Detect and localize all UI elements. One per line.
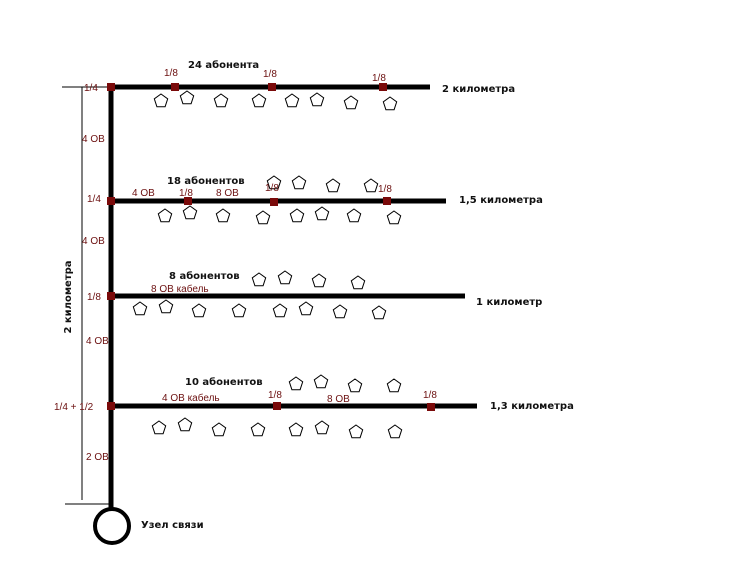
- square-splitter-icon: [427, 403, 435, 411]
- segment-label: 8 ОВ: [327, 394, 350, 405]
- splitter-label: 1/4 + 1/2: [54, 402, 94, 413]
- pentagon-house-icon: [157, 208, 173, 223]
- pentagon-house-icon: [371, 305, 387, 320]
- trunk-segment-label: 4 ОВ: [82, 134, 105, 145]
- pentagon-house-icon: [151, 420, 167, 435]
- pentagon-house-icon: [215, 208, 231, 223]
- segment-label: 8 ОВ: [216, 188, 239, 199]
- splitter-label: 1/8: [263, 69, 277, 80]
- pentagon-house-icon: [363, 178, 379, 193]
- pentagon-house-icon: [277, 270, 293, 285]
- splitter-label: 1/8: [378, 184, 392, 195]
- pentagon-house-icon: [314, 420, 330, 435]
- pentagon-house-icon: [386, 210, 402, 225]
- pentagon-house-icon: [346, 208, 362, 223]
- pentagon-house-icon: [386, 378, 402, 393]
- splitter-label: 1/4: [87, 194, 101, 205]
- pentagon-house-icon: [182, 205, 198, 220]
- pentagon-house-icon: [288, 376, 304, 391]
- pentagon-house-icon: [132, 301, 148, 316]
- splitter-label: 1/8: [268, 390, 282, 401]
- pentagon-house-icon: [266, 175, 282, 190]
- pentagon-house-icon: [387, 424, 403, 439]
- pentagon-house-icon: [153, 93, 169, 108]
- branch-length: 2 километра: [442, 84, 515, 95]
- trunk-segment-label: 4 ОВ: [82, 236, 105, 247]
- pentagon-house-icon: [311, 273, 327, 288]
- pentagon-house-icon: [332, 304, 348, 319]
- branch-length: 1,5 километра: [459, 195, 543, 206]
- pentagon-house-icon: [231, 303, 247, 318]
- trunk-length-label: 2 километра: [63, 260, 74, 333]
- splitter-label: 1/4: [84, 83, 98, 94]
- circle-node-icon: [93, 507, 131, 545]
- square-splitter-icon: [268, 83, 276, 91]
- subscriber-count: 24 абонента: [188, 59, 259, 71]
- dimension-line: [62, 86, 111, 505]
- pentagon-house-icon: [255, 210, 271, 225]
- trunk-segment-label: 2 ОВ: [86, 452, 109, 463]
- node-label: Узел связи: [141, 520, 204, 531]
- square-splitter-icon: [379, 83, 387, 91]
- pentagon-house-icon: [343, 95, 359, 110]
- pentagon-house-icon: [348, 424, 364, 439]
- square-splitter-icon: [383, 197, 391, 205]
- pentagon-house-icon: [350, 275, 366, 290]
- splitter-label: 1/8: [87, 292, 101, 303]
- splitter-label: 1/8: [372, 73, 386, 84]
- segment-label: 4 ОВ кабель: [162, 392, 220, 404]
- pentagon-house-icon: [289, 208, 305, 223]
- trunk-segment-label: 4 ОВ: [86, 336, 109, 347]
- pentagon-house-icon: [347, 378, 363, 393]
- subscriber-count: 18 абонентов: [167, 175, 245, 187]
- pentagon-house-icon: [313, 374, 329, 389]
- pentagon-house-icon: [298, 301, 314, 316]
- square-splitter-icon: [184, 197, 192, 205]
- segment-label: 4 ОВ: [132, 188, 155, 199]
- square-splitter-icon: [270, 198, 278, 206]
- square-splitter-icon: [107, 197, 115, 205]
- pentagon-house-icon: [250, 422, 266, 437]
- subscriber-count: 8 абонентов: [169, 270, 240, 282]
- pentagon-house-icon: [325, 178, 341, 193]
- pentagon-house-icon: [272, 303, 288, 318]
- subscriber-count: 10 абонентов: [185, 376, 263, 388]
- square-splitter-icon: [107, 402, 115, 410]
- pentagon-house-icon: [211, 422, 227, 437]
- pentagon-house-icon: [314, 206, 330, 221]
- pentagon-house-icon: [291, 175, 307, 190]
- pentagon-house-icon: [251, 93, 267, 108]
- pentagon-house-icon: [179, 90, 195, 105]
- splitter-label: 1/8: [265, 183, 279, 194]
- segment-label: 8 ОВ кабель: [151, 283, 209, 295]
- splitter-label: 1/8: [179, 188, 193, 199]
- pentagon-house-icon: [158, 299, 174, 314]
- square-splitter-icon: [171, 83, 179, 91]
- pentagon-house-icon: [382, 96, 398, 111]
- pentagon-house-icon: [191, 303, 207, 318]
- branch-length: 1 километр: [476, 297, 542, 308]
- square-splitter-icon: [107, 83, 115, 91]
- square-splitter-icon: [273, 402, 281, 410]
- pentagon-house-icon: [309, 92, 325, 107]
- pentagon-house-icon: [251, 272, 267, 287]
- square-splitter-icon: [107, 292, 115, 300]
- splitter-label: 1/8: [423, 390, 437, 401]
- splitter-label: 1/8: [164, 68, 178, 79]
- pentagon-house-icon: [213, 93, 229, 108]
- branch-length: 1,3 километра: [490, 401, 574, 412]
- pentagon-house-icon: [284, 93, 300, 108]
- pentagon-house-icon: [177, 417, 193, 432]
- pentagon-house-icon: [288, 422, 304, 437]
